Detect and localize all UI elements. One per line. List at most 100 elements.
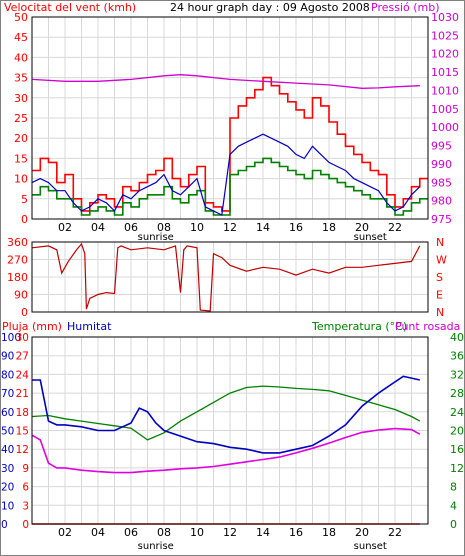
pressure-y-tick-label: 1015 [431,66,459,79]
pressure-y-tick-label: 1005 [431,103,459,116]
temperature-y-tick-label: 32 [450,368,464,381]
top-panel-x-tick-label: 14 [256,221,270,234]
humidity-y-tick-label: 30 [1,463,14,475]
frame-layer [31,16,429,525]
rain-label: Pluja (mm) [2,320,62,333]
bot-panel-x-tick-label: 18 [322,526,336,539]
direction-y-tick-label: 360 [7,236,28,249]
dew-point-series [31,427,421,474]
pressure-y-tick-label: 1000 [431,121,459,134]
humidity-y-tick-label: 40 [1,444,14,456]
rain-y-tick-label: 9 [22,463,29,475]
top-panel-x-tick-label: 06 [124,221,138,234]
temperature-y-tick-label: 28 [450,387,464,400]
humidity-y-tick-label: 50 [1,426,14,438]
wind-y-tick-label: 40 [14,51,28,64]
wind-speed-label: Velocitat del vent (kmh) [4,1,136,14]
top-panel-frame [31,16,429,220]
direction-compass-label: E [436,289,443,302]
direction-y-tick-label: 0 [21,306,28,319]
bot-panel-x-tick-label: 16 [289,526,303,539]
bot-panel-x-tick-label: 04 [91,526,105,539]
pressure-series [31,74,420,89]
humidity-y-tick-label: 10 [1,500,14,512]
pressure-y-tick-label: 1025 [431,29,459,42]
direction-compass-label: W [436,254,447,267]
wind-y-tick-label: 10 [14,173,28,186]
rain-y-tick-label: 3 [22,500,29,512]
temperature-y-tick-label: 40 [450,331,464,344]
rain-y-tick-label: 12 [16,444,29,456]
temperature-y-tick-label: 12 [450,462,464,475]
wind-y-tick-label: 50 [14,11,28,24]
temperature-y-tick-label: 16 [450,443,464,456]
tick-label-layer: 0510152025303540455097598098599099510001… [1,11,464,552]
top-panel-x-tick-label: 22 [388,221,402,234]
wind-direction-series [31,242,421,312]
bot-panel-x-tick-label: 06 [124,526,138,539]
temperature-y-tick-label: 36 [450,350,464,363]
rain-y-tick-label: 6 [22,482,29,494]
humidity-y-tick-label: 80 [1,369,14,381]
temperature-y-tick-label: 8 [450,481,457,494]
humidity-y-tick-label: 70 [1,388,14,400]
top-panel-x-tick-label: 02 [58,221,72,234]
bot-panel-x-tick-label: 12 [223,526,237,539]
rain-y-tick-label: 24 [16,369,30,381]
wind-average-series [32,157,428,216]
rain-y-tick-label: 21 [16,388,29,400]
bot-panel-sunset-marker: sunset [354,541,387,552]
pressure-y-tick-label: 975 [431,213,452,226]
wind-direction-avg-series [31,133,421,216]
chart-title: 24 hour graph day : 09 Agosto 2008 [170,1,370,14]
bot-panel-x-tick-label: 08 [157,526,171,539]
rain-y-tick-label: 18 [16,407,29,419]
pressure-label: Pressió (mb) [371,1,440,14]
top-panel-x-tick-label: 16 [289,221,303,234]
rain-y-tick-label: 15 [16,426,29,438]
wind-y-tick-label: 15 [14,152,28,165]
temperature-y-tick-label: 0 [450,518,457,531]
humidity-y-tick-label: 60 [1,407,14,419]
bot-panel-x-tick-label: 22 [388,526,402,539]
top-panel-x-tick-label: 04 [91,221,105,234]
humidity-y-tick-label: 20 [1,482,14,494]
humidity-y-tick-label: 0 [1,519,8,531]
top-panel-x-tick-label: 10 [190,221,204,234]
bot-panel-x-tick-label: 14 [256,526,270,539]
top-panel-sunset-marker: sunset [354,232,387,243]
direction-y-tick-label: 270 [7,254,28,267]
wind-y-tick-label: 25 [14,112,28,125]
pressure-y-tick-label: 1010 [431,84,459,97]
bot-panel-x-tick-label: 02 [58,526,72,539]
direction-compass-label: S [436,271,443,284]
bot-panel-sunrise-marker: sunrise [138,541,174,552]
top-panel-sunrise-marker: sunrise [138,232,174,243]
temperature-y-tick-label: 20 [450,425,464,438]
rain-y-tick-label: 0 [22,519,29,531]
wind-y-tick-label: 5 [21,193,28,206]
pressure-y-tick-label: 1020 [431,48,459,61]
pressure-y-tick-label: 980 [431,195,452,208]
wind-gust-series [32,76,428,212]
humidity-label: Humitat [67,320,112,333]
rain-y-tick-label: 27 [16,351,29,363]
direction-y-tick-label: 180 [7,271,28,284]
pressure-y-tick-label: 995 [431,140,452,153]
wind-y-tick-label: 0 [21,213,28,226]
direction-compass-label: N [436,236,444,249]
rain-y-tick-label: 30 [16,332,29,344]
temperature-series [31,385,421,441]
top-panel-x-tick-label: 18 [322,221,336,234]
humidity-series [32,375,420,454]
bot-panel-frame [31,336,429,525]
humidity-y-tick-label: 100 [1,332,21,344]
top-panel-x-tick-label: 20 [355,221,369,234]
temperature-label: Temperatura (°C) [311,320,407,333]
temperature-y-tick-label: 24 [450,406,464,419]
dir-panel-frame [31,241,429,313]
wind-y-tick-label: 30 [14,92,28,105]
